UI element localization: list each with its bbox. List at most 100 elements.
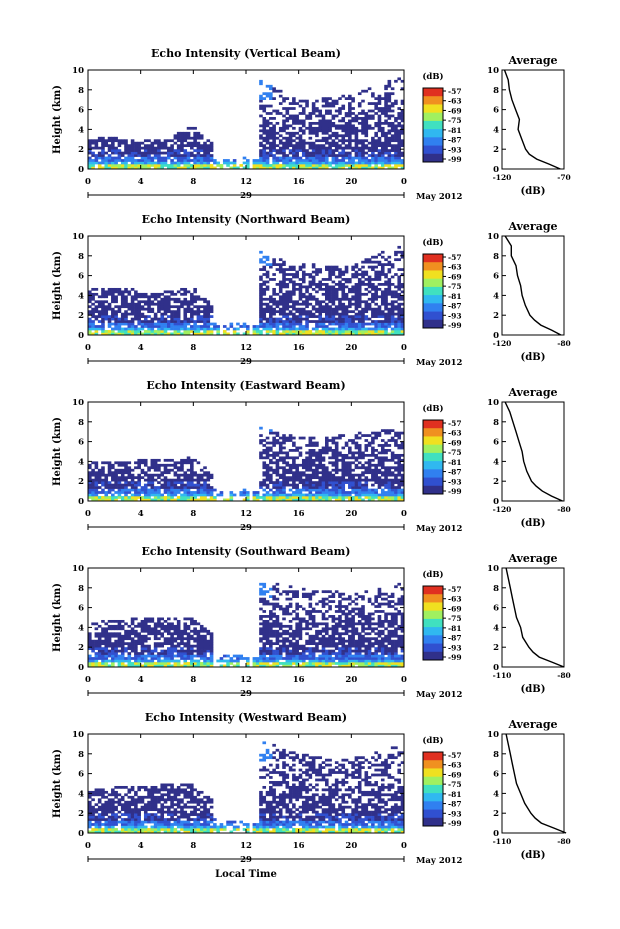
heatmap-cell bbox=[134, 312, 138, 316]
heatmap-cell bbox=[104, 657, 109, 660]
heatmap-cell bbox=[278, 332, 283, 336]
heatmap-cell bbox=[348, 332, 352, 336]
heatmap-cell bbox=[380, 107, 385, 110]
heatmap-cell bbox=[354, 322, 359, 326]
heatmap-cell bbox=[311, 498, 316, 502]
heatmap-cell bbox=[222, 159, 227, 162]
heatmap-cell bbox=[344, 297, 349, 301]
x-tick-label: 20 bbox=[345, 343, 357, 353]
heatmap-cell bbox=[334, 466, 339, 470]
heatmap-cell bbox=[219, 491, 224, 494]
heatmap-cell bbox=[167, 664, 171, 668]
heatmap-cell bbox=[301, 164, 306, 167]
heatmap-cell bbox=[196, 642, 201, 646]
heatmap-cell bbox=[173, 164, 178, 167]
heatmap-cell bbox=[206, 139, 211, 143]
heatmap-cell bbox=[292, 481, 296, 484]
heatmap-cell bbox=[170, 622, 174, 626]
heatmap-cell bbox=[127, 332, 132, 336]
heatmap-cell bbox=[269, 498, 273, 502]
heatmap-cell bbox=[357, 300, 362, 304]
heatmap-cell bbox=[301, 332, 306, 336]
heatmap-cell bbox=[183, 491, 188, 494]
heatmap-cell bbox=[295, 483, 299, 487]
heatmap-cell bbox=[288, 141, 293, 145]
heatmap-cell bbox=[400, 310, 405, 314]
heatmap-cell bbox=[325, 139, 329, 143]
heatmap-cell bbox=[384, 258, 388, 262]
heatmap-cell bbox=[371, 295, 375, 299]
heatmap-cell bbox=[278, 285, 283, 289]
heatmap-cell bbox=[361, 315, 365, 318]
heatmap-cell bbox=[377, 471, 382, 475]
heatmap-cell bbox=[282, 114, 286, 118]
heatmap-cell bbox=[344, 126, 349, 130]
heatmap-cell bbox=[371, 307, 375, 311]
heatmap-cell bbox=[137, 327, 141, 331]
heatmap-cell bbox=[331, 265, 336, 269]
heatmap-cell bbox=[400, 446, 405, 450]
heatmap-cell bbox=[390, 302, 395, 306]
heatmap-cell bbox=[104, 647, 109, 650]
heatmap-cell bbox=[390, 429, 395, 432]
heatmap-cell bbox=[130, 617, 135, 621]
heatmap-cell bbox=[394, 332, 398, 336]
heatmap-cell bbox=[101, 151, 105, 155]
heatmap-cell bbox=[331, 159, 336, 162]
heatmap-cell bbox=[127, 642, 132, 646]
heatmap-cell bbox=[130, 320, 135, 323]
heatmap-cell bbox=[334, 99, 339, 103]
heatmap-cell bbox=[259, 124, 263, 128]
heatmap-cell bbox=[288, 483, 293, 487]
heatmap-cell bbox=[88, 647, 92, 650]
heatmap-cell bbox=[262, 471, 267, 475]
heatmap-cell bbox=[334, 468, 339, 472]
heatmap-cell bbox=[278, 89, 283, 93]
heatmap-cell bbox=[94, 156, 99, 160]
heatmap-cell bbox=[344, 280, 349, 284]
heatmap-cell bbox=[104, 659, 109, 663]
heatmap-cell bbox=[91, 647, 95, 650]
heatmap-cell bbox=[193, 312, 197, 316]
heatmap-cell bbox=[361, 280, 365, 284]
heatmap-cell bbox=[137, 466, 141, 470]
heatmap-cell bbox=[351, 297, 355, 301]
heatmap-cell bbox=[328, 112, 332, 115]
heatmap-cell bbox=[318, 471, 323, 475]
heatmap-cell bbox=[120, 498, 125, 502]
heatmap-cell bbox=[341, 302, 346, 306]
heatmap-cell bbox=[94, 141, 99, 145]
heatmap-cell bbox=[150, 458, 155, 462]
heatmap-cell bbox=[311, 270, 316, 274]
heatmap-cell bbox=[101, 312, 105, 316]
heatmap-cell bbox=[325, 473, 329, 477]
heatmap-cell bbox=[298, 473, 303, 477]
heatmap-cell bbox=[216, 330, 220, 333]
heatmap-cell bbox=[298, 315, 303, 318]
heatmap-cell bbox=[272, 97, 276, 100]
heatmap-cell bbox=[114, 496, 118, 499]
heatmap-cell bbox=[91, 139, 95, 143]
heatmap-cell bbox=[101, 659, 105, 663]
heatmap-cell bbox=[173, 292, 178, 296]
heatmap-cell bbox=[334, 441, 339, 445]
heatmap-cell bbox=[140, 629, 145, 633]
heatmap-cell bbox=[328, 146, 332, 150]
heatmap-cell bbox=[390, 320, 395, 323]
heatmap-cell bbox=[117, 632, 122, 636]
heatmap-cell bbox=[377, 434, 382, 437]
heatmap-cell bbox=[348, 446, 352, 450]
heatmap-cell bbox=[199, 486, 204, 489]
heatmap-cell bbox=[374, 154, 378, 157]
panel-1: Echo Intensity (Vertical Beam)0246810Hei… bbox=[52, 47, 571, 202]
heatmap-cell bbox=[186, 126, 191, 130]
heatmap-cell bbox=[226, 664, 230, 668]
heatmap-cell bbox=[282, 330, 286, 333]
heatmap-cell bbox=[124, 488, 128, 492]
heatmap-cell bbox=[351, 322, 355, 326]
heatmap-cell bbox=[305, 164, 309, 167]
heatmap-cell bbox=[285, 278, 290, 281]
heatmap-cell bbox=[354, 307, 359, 311]
heatmap-cell bbox=[143, 144, 148, 148]
heatmap-cell bbox=[150, 664, 155, 668]
